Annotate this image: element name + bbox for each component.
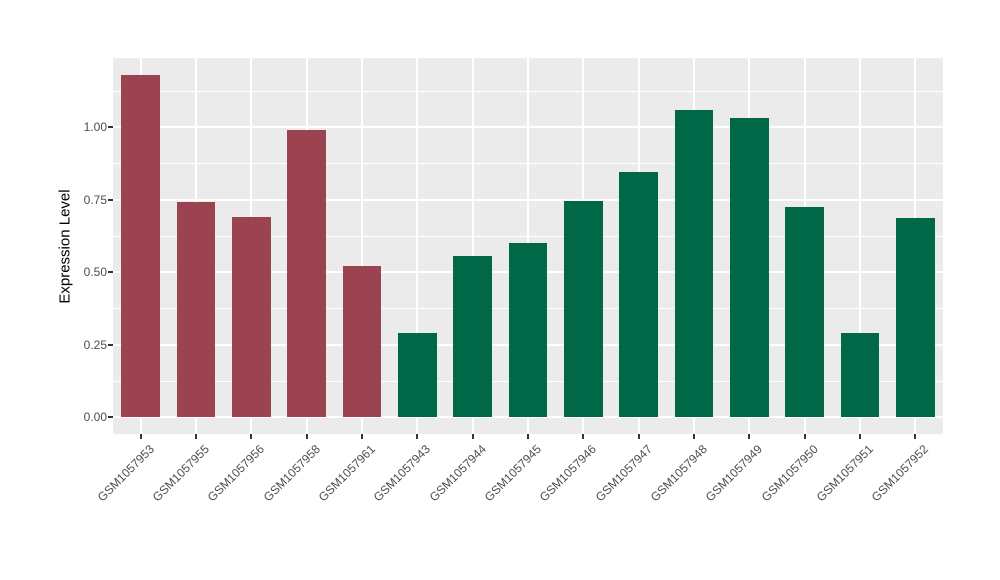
bar bbox=[287, 129, 326, 417]
y-tick-mark bbox=[108, 416, 113, 418]
y-tick-mark bbox=[108, 198, 113, 201]
y-tick-label: 0.50 bbox=[83, 265, 107, 279]
bar bbox=[896, 218, 935, 417]
x-tick-mark bbox=[693, 434, 695, 439]
y-tick-mark bbox=[108, 343, 113, 346]
x-tick-mark bbox=[803, 434, 806, 439]
gridline-vertical bbox=[471, 58, 474, 434]
x-tick-label-text: GSM1057947 bbox=[592, 442, 655, 505]
bar bbox=[564, 200, 603, 417]
gridline-vertical bbox=[859, 58, 861, 434]
x-tick-mark bbox=[748, 434, 751, 439]
x-tick-mark bbox=[637, 434, 640, 439]
gridline-vertical bbox=[416, 58, 419, 434]
x-tick-mark bbox=[416, 434, 419, 439]
x-tick-mark bbox=[250, 434, 253, 439]
x-tick-label-text: GSM1057945 bbox=[481, 442, 544, 505]
x-tick-mark bbox=[527, 434, 529, 439]
bar bbox=[398, 332, 437, 417]
x-tick-mark bbox=[361, 434, 363, 439]
x-tick-mark bbox=[139, 434, 142, 439]
x-tick-label-text: GSM1057946 bbox=[536, 442, 600, 505]
bar bbox=[619, 171, 658, 417]
x-tick-label-text: GSM1057943 bbox=[370, 442, 434, 505]
x-tick-label-text: GSM1057949 bbox=[702, 442, 766, 505]
gridline-vertical bbox=[361, 58, 363, 434]
bar bbox=[232, 216, 271, 417]
y-tick-mark bbox=[108, 126, 113, 128]
plot-panel bbox=[113, 58, 943, 434]
bar bbox=[785, 206, 824, 417]
x-tick-label-text: GSM1057952 bbox=[868, 442, 932, 505]
x-tick-mark bbox=[195, 434, 197, 439]
x-tick-label-text: GSM1057950 bbox=[758, 442, 821, 505]
x-tick-mark bbox=[914, 434, 917, 439]
x-tick-mark bbox=[859, 434, 861, 439]
x-tick-label-text: GSM1057948 bbox=[647, 442, 710, 505]
y-tick-label: 0.25 bbox=[83, 337, 107, 352]
x-tick-mark bbox=[582, 434, 585, 439]
x-tick-label-text: GSM1057944 bbox=[426, 442, 489, 505]
x-tick-label-text: GSM1057955 bbox=[149, 442, 212, 505]
y-axis-title: Expression Level bbox=[56, 189, 74, 304]
bar bbox=[674, 109, 714, 417]
x-tick-label-text: GSM1057961 bbox=[315, 442, 378, 505]
y-tick-mark bbox=[108, 271, 113, 273]
bar bbox=[453, 256, 492, 417]
y-tick-label: 1.00 bbox=[83, 120, 107, 134]
bar bbox=[508, 243, 548, 417]
bar bbox=[730, 118, 769, 417]
x-tick-mark bbox=[471, 434, 474, 439]
x-tick-mark bbox=[305, 434, 308, 439]
x-tick-label-text: GSM1057951 bbox=[813, 442, 876, 505]
bar bbox=[342, 266, 382, 417]
bar bbox=[176, 202, 216, 417]
x-tick-label-text: GSM1057953 bbox=[94, 442, 157, 505]
x-tick-label-text: GSM1057958 bbox=[260, 442, 323, 505]
bar bbox=[840, 332, 880, 417]
y-tick-label: 0.00 bbox=[83, 410, 107, 424]
x-tick-label-text: GSM1057956 bbox=[204, 442, 268, 505]
bar bbox=[121, 74, 160, 417]
y-tick-label: 0.75 bbox=[83, 192, 107, 207]
